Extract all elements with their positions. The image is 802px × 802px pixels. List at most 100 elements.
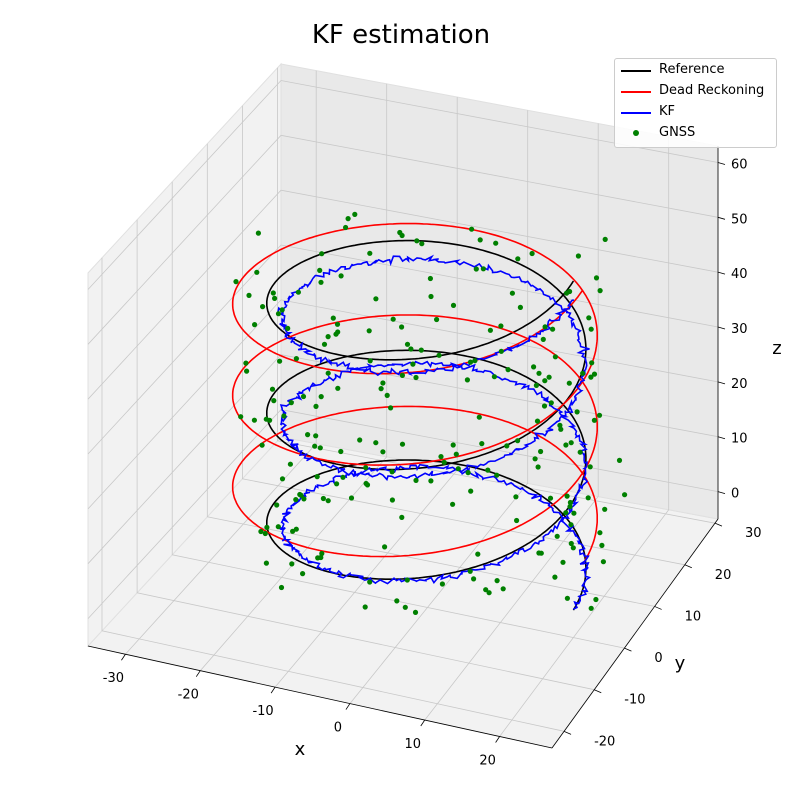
gnss-point	[546, 374, 552, 380]
gnss-point	[472, 358, 478, 364]
gnss-point	[487, 327, 493, 333]
gnss-point	[532, 456, 538, 462]
grid-line-x	[349, 110, 529, 704]
x-tick-label: -20	[178, 688, 199, 703]
z-tick-mark	[717, 436, 726, 440]
gnss-point	[362, 604, 368, 610]
gnss-point	[476, 414, 482, 420]
gnss-point	[550, 326, 556, 332]
gnss-point	[589, 360, 595, 366]
gnss-point	[464, 377, 470, 383]
gnss-point	[575, 253, 582, 259]
gnss-point	[534, 418, 541, 424]
y-tick-label: 20	[715, 568, 732, 583]
gnss-point	[319, 251, 325, 257]
grid-line-x	[499, 136, 670, 737]
gnss-point	[233, 279, 239, 285]
gnss-point	[434, 316, 440, 323]
legend-item-gnss: GNSS	[615, 124, 776, 144]
gnss-point	[591, 371, 598, 377]
gnss-point	[500, 586, 506, 592]
gnss-point	[574, 409, 580, 415]
gnss-point	[588, 374, 594, 380]
gnss-point	[471, 576, 477, 582]
reference-line	[265, 239, 587, 611]
gnss-point	[467, 568, 473, 574]
gnss-point	[413, 477, 419, 483]
gnss-point	[244, 368, 250, 374]
gnss-point	[450, 442, 456, 448]
x-tick-mark	[495, 736, 500, 743]
grid-line-z	[87, 134, 719, 345]
gnss-point	[279, 307, 285, 313]
gnss-point	[509, 290, 515, 296]
gnss-point	[305, 432, 311, 438]
gnss-point	[263, 560, 269, 566]
gnss-point	[540, 336, 546, 342]
gnss-point	[289, 561, 295, 567]
gnss-point	[580, 370, 586, 376]
gnss-point	[410, 361, 416, 367]
gnss-point	[542, 324, 548, 330]
gnss-point	[367, 358, 373, 364]
legend-item-reference: Reference	[615, 61, 776, 81]
gnss-point	[428, 478, 434, 484]
grid-line-x	[125, 70, 317, 655]
gnss-point	[389, 469, 395, 475]
gnss-point	[382, 544, 388, 550]
gnss-point	[408, 346, 414, 352]
tick-labels: -30 -20 -10 0 10 20 -20 -10 0 10 20 30 0 10 20 30 40 50 60	[103, 157, 762, 768]
gnss-point	[541, 403, 548, 409]
gnss-point	[278, 584, 285, 591]
x-tick-mark	[420, 719, 426, 727]
grid-line-y	[101, 257, 565, 732]
gnss-point	[548, 400, 554, 406]
gnss-point	[504, 443, 510, 449]
gnss-point	[568, 522, 574, 528]
gnss-point	[494, 578, 500, 584]
gnss-point	[514, 517, 520, 524]
gnss-point	[373, 296, 379, 302]
gnss-point	[399, 232, 405, 239]
gnss-point	[467, 359, 474, 365]
x-tick-mark	[270, 686, 276, 694]
gnss-point	[593, 596, 599, 603]
gnss-point	[587, 464, 593, 470]
gnss-point	[536, 370, 542, 376]
gnss-point	[340, 474, 346, 480]
y-axis-label: y	[675, 653, 686, 674]
gnss-point	[243, 360, 249, 366]
gnss-point	[388, 405, 394, 411]
gnss-point	[252, 322, 258, 328]
gnss-point	[473, 266, 479, 272]
gnss-point	[271, 398, 277, 404]
gnss-point	[450, 501, 456, 507]
grid-line-z	[87, 354, 719, 564]
gnss-point	[285, 325, 291, 331]
gnss-point	[533, 382, 540, 388]
gnss-point	[588, 326, 594, 332]
gnss-point	[263, 416, 269, 422]
legend-label-dead-reckoning: Dead Reckoning	[659, 83, 765, 98]
gnss-point	[290, 528, 296, 534]
gnss-point	[330, 315, 336, 321]
z-tick-label: 0	[731, 487, 739, 502]
gnss-point	[552, 354, 559, 360]
z-tick-label: 10	[731, 432, 748, 447]
legend-label-gnss: GNSS	[659, 125, 696, 140]
gnss-point	[318, 394, 324, 400]
gnss-point	[513, 494, 519, 500]
gnss-point	[597, 530, 603, 536]
y-tick-mark	[624, 647, 632, 652]
gnss-point	[389, 497, 395, 503]
gnss-point	[404, 577, 410, 583]
gnss-point	[399, 441, 406, 447]
gnss-point	[334, 321, 341, 327]
y-tick-label: 0	[654, 651, 662, 666]
gnss-point	[335, 329, 341, 335]
z-tick-mark	[717, 271, 726, 275]
gnss-point	[570, 545, 576, 551]
gnss-point	[402, 604, 408, 610]
gnss-point	[404, 341, 411, 347]
gnss-point	[568, 440, 574, 446]
